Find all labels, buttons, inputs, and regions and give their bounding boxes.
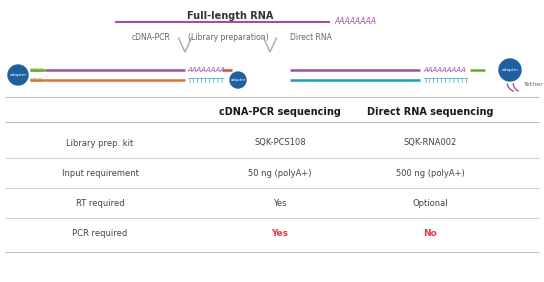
Text: PCR required: PCR required <box>72 228 128 237</box>
Text: Library prep. kit: Library prep. kit <box>66 138 134 147</box>
Text: cDNA-PCR sequencing: cDNA-PCR sequencing <box>219 107 341 117</box>
Text: 50 ng (polyA+): 50 ng (polyA+) <box>248 169 312 177</box>
Text: No: No <box>423 228 437 237</box>
Circle shape <box>8 65 28 85</box>
Text: AAAAAAAAA: AAAAAAAAA <box>423 67 466 73</box>
Text: Tether: Tether <box>524 81 544 87</box>
Text: SQK-RNA002: SQK-RNA002 <box>403 138 456 147</box>
Text: Input requirement: Input requirement <box>61 169 138 177</box>
Text: AAAAAAAA: AAAAAAAA <box>187 67 225 73</box>
Text: AAAAAAAA: AAAAAAAA <box>334 17 376 27</box>
Circle shape <box>230 72 246 88</box>
Text: Direct RNA: Direct RNA <box>290 34 332 43</box>
Text: RT required: RT required <box>76 199 125 208</box>
Circle shape <box>499 59 521 81</box>
Text: 500 ng (polyA+): 500 ng (polyA+) <box>395 169 465 177</box>
Text: Full-length RNA: Full-length RNA <box>187 11 273 21</box>
Text: adapter: adapter <box>502 68 518 72</box>
Text: (Library preparation): (Library preparation) <box>188 34 268 43</box>
Text: GGG: GGG <box>30 67 45 72</box>
Text: CCC: CCC <box>30 78 43 83</box>
Text: adapter: adapter <box>9 73 27 77</box>
Text: SQK-PCS108: SQK-PCS108 <box>254 138 306 147</box>
Text: adapter: adapter <box>230 78 246 82</box>
Text: Yes: Yes <box>273 199 287 208</box>
Text: Optional: Optional <box>412 199 448 208</box>
Text: TTTTTTTTTTT: TTTTTTTTTTT <box>423 78 468 84</box>
Text: Yes: Yes <box>271 228 288 237</box>
Text: cDNA-PCR: cDNA-PCR <box>131 34 170 43</box>
Text: TTTTTTTTT: TTTTTTTTT <box>187 78 224 84</box>
Text: Direct RNA sequencing: Direct RNA sequencing <box>367 107 493 117</box>
